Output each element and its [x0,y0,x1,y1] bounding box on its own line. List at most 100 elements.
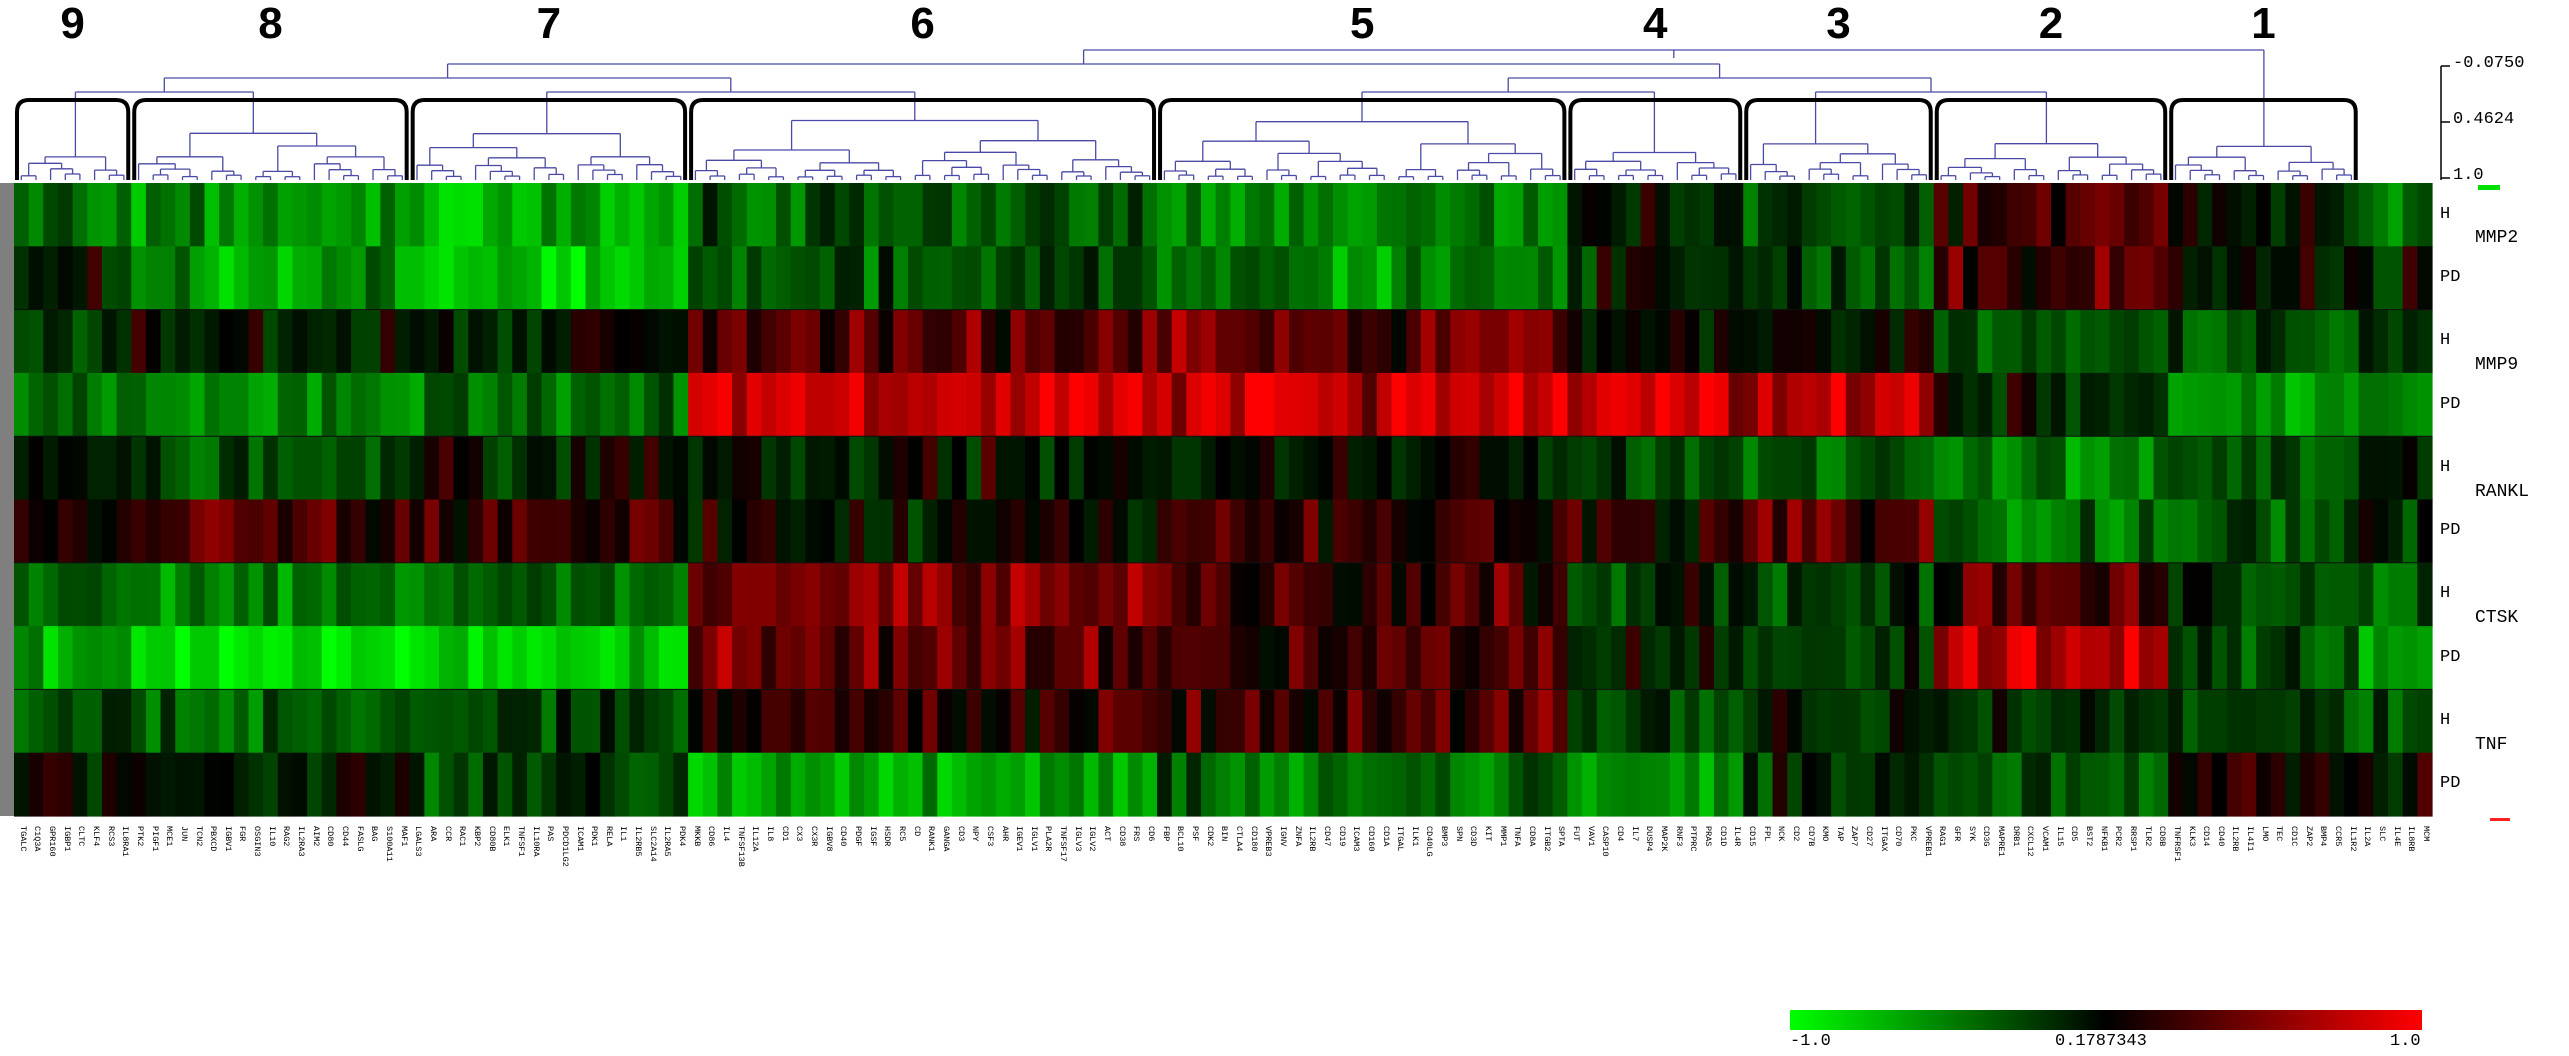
heatmap-cell [365,499,381,564]
heatmap-cell [1640,499,1656,564]
heatmap-cell [2124,436,2140,501]
heatmap-cell [1977,246,1993,311]
heatmap-cell [1069,246,1085,311]
heatmap-cell [145,183,162,247]
heatmap-cell [1889,499,1906,564]
heatmap-cell [981,309,997,374]
heatmap-cell [1494,626,1510,690]
heatmap-cell [2402,372,2418,437]
heatmap-cell [14,752,30,817]
heatmap-cell [863,246,880,311]
heatmap-cell [585,562,601,627]
heatmap-cell [1494,183,1510,247]
heatmap-cell [1523,246,1539,311]
gene-label: CD8A [1527,826,1538,847]
heatmap-cell [1186,626,1202,690]
heatmap-cell [2241,183,2257,247]
heatmap-cell [981,436,997,501]
heatmap-cell [1127,689,1143,754]
heatmap-cell [1479,436,1495,501]
heatmap-cell [1919,499,1935,564]
heatmap-cell [1713,372,1730,437]
row-label: PD [2440,394,2461,414]
heatmap-cell [2007,372,2023,437]
heatmap-cell [907,689,924,754]
heatmap-cell [644,309,660,374]
heatmap-cell [2109,499,2125,564]
heatmap-cell [1655,436,1671,501]
heatmap-cell [2285,436,2301,501]
heatmap-cell [2256,436,2272,501]
heatmap-cell [570,752,587,817]
heatmap-cell [101,626,118,690]
heatmap-cell [1992,626,2008,690]
heatmap-cell [951,183,968,247]
heatmap-cell [131,752,147,817]
heatmap-cell [2036,752,2052,817]
gene-label: CD27 [1864,826,1875,847]
heatmap-cell [2300,183,2316,247]
heatmap-cell [849,246,865,311]
heatmap-cell [1948,309,1964,374]
heatmap-cell [2065,436,2081,501]
heatmap-cell [351,562,367,627]
heatmap-cell [1083,309,1100,374]
heatmap-cell [878,372,894,437]
heatmap-cell [1963,499,1979,564]
heatmap-cell [1435,183,1451,247]
heatmap-cell [1420,562,1437,627]
heatmap-cell [1406,436,1422,501]
heatmap-cell [1699,626,1715,690]
heatmap-cell [2182,309,2199,374]
heatmap-cell [1098,752,1114,817]
heatmap-cell [1450,689,1466,754]
gene-label: PIGF1 [149,826,160,852]
heatmap-cell [1787,689,1803,754]
heatmap-cell [570,246,587,311]
heatmap-cell [1772,246,1788,311]
heatmap-cell [922,626,938,690]
heatmap-cell [189,626,206,690]
heatmap-cell [189,689,206,754]
heatmap-cell [1567,309,1583,374]
heatmap-cell [321,499,337,564]
heatmap-cell [585,246,601,311]
heatmap-cell [336,752,352,817]
heatmap-cell [1933,562,1949,627]
heatmap-cell [834,752,850,817]
heatmap-cell [1201,309,1217,374]
heatmap-cell [2080,499,2096,564]
gene-label: CCR [442,826,453,842]
heatmap-cell [512,183,528,247]
heatmap-cell [1362,499,1378,564]
heatmap-cell [1933,372,1949,437]
heatmap-cell [2300,499,2316,564]
heatmap-cell [1347,372,1363,437]
heatmap-cell [1039,309,1056,374]
heatmap-cell [1288,626,1305,690]
heatmap-cell [2329,436,2345,501]
heatmap-cell [1523,183,1539,247]
heatmap-cell [805,499,821,564]
heatmap-cell [2021,626,2037,690]
heatmap-cell [922,752,938,817]
heatmap-cell [1171,499,1187,564]
heatmap-cell [1025,689,1041,754]
heatmap-cell [1113,183,1129,247]
gene-label: SPN [1453,826,1464,842]
heatmap-cell [1757,562,1774,627]
gene-label: PTK2 [134,826,145,847]
gene-label: NCK [1776,826,1787,842]
heatmap-cell [160,752,176,817]
heatmap-cell [1655,246,1671,311]
heatmap-cell [497,246,513,311]
gene-label: PAS [545,826,556,842]
gene-label: CD8B [2157,826,2168,847]
gene-label: ACT [1102,826,1113,842]
heatmap-cell [365,246,381,311]
heatmap-cell [1787,626,1803,690]
heatmap-cell [145,689,162,754]
heatmap-cell [1230,436,1246,501]
heatmap-cell [1157,246,1173,311]
gene-label: CDK2 [1204,826,1215,847]
